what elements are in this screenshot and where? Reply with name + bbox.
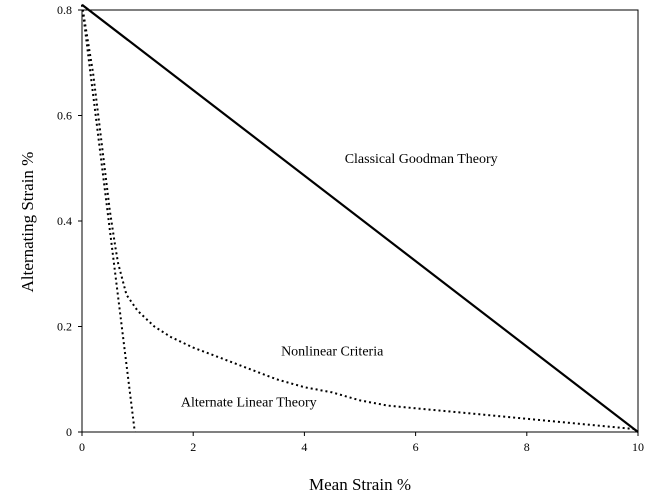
- y-tick-label: 0.2: [57, 320, 72, 334]
- series-line-alternate-linear-theory: [81, 4, 136, 433]
- series-line-classical-goodman-theory: [81, 3, 639, 433]
- series-layer: [81, 3, 639, 433]
- annotation-label: Alternate Linear Theory: [181, 396, 317, 411]
- x-tick-label: 10: [632, 440, 644, 454]
- annotation-label: Nonlinear Criteria: [281, 345, 384, 360]
- y-axis-label: Alternating Strain %: [18, 152, 37, 293]
- x-axis-ticks: 0 2 4 6 8 10: [79, 432, 644, 454]
- x-axis-label: Mean Strain %: [309, 475, 411, 494]
- x-tick-label: 2: [190, 440, 196, 454]
- y-tick-label: 0.8: [57, 3, 72, 17]
- series-line-nonlinear-criteria: [81, 4, 639, 431]
- x-tick-label: 4: [301, 440, 307, 454]
- x-tick-label: 8: [524, 440, 530, 454]
- y-axis-ticks: 0 0.2 0.4 0.6 0.8: [57, 3, 82, 439]
- y-tick-label: 0: [66, 425, 72, 439]
- y-tick-label: 0.4: [57, 214, 72, 228]
- annotation-label: Classical Goodman Theory: [345, 152, 498, 167]
- x-tick-label: 6: [413, 440, 419, 454]
- y-tick-label: 0.6: [57, 109, 72, 123]
- x-tick-label: 0: [79, 440, 85, 454]
- annotations: Classical Goodman Theory Nonlinear Criter…: [181, 152, 498, 411]
